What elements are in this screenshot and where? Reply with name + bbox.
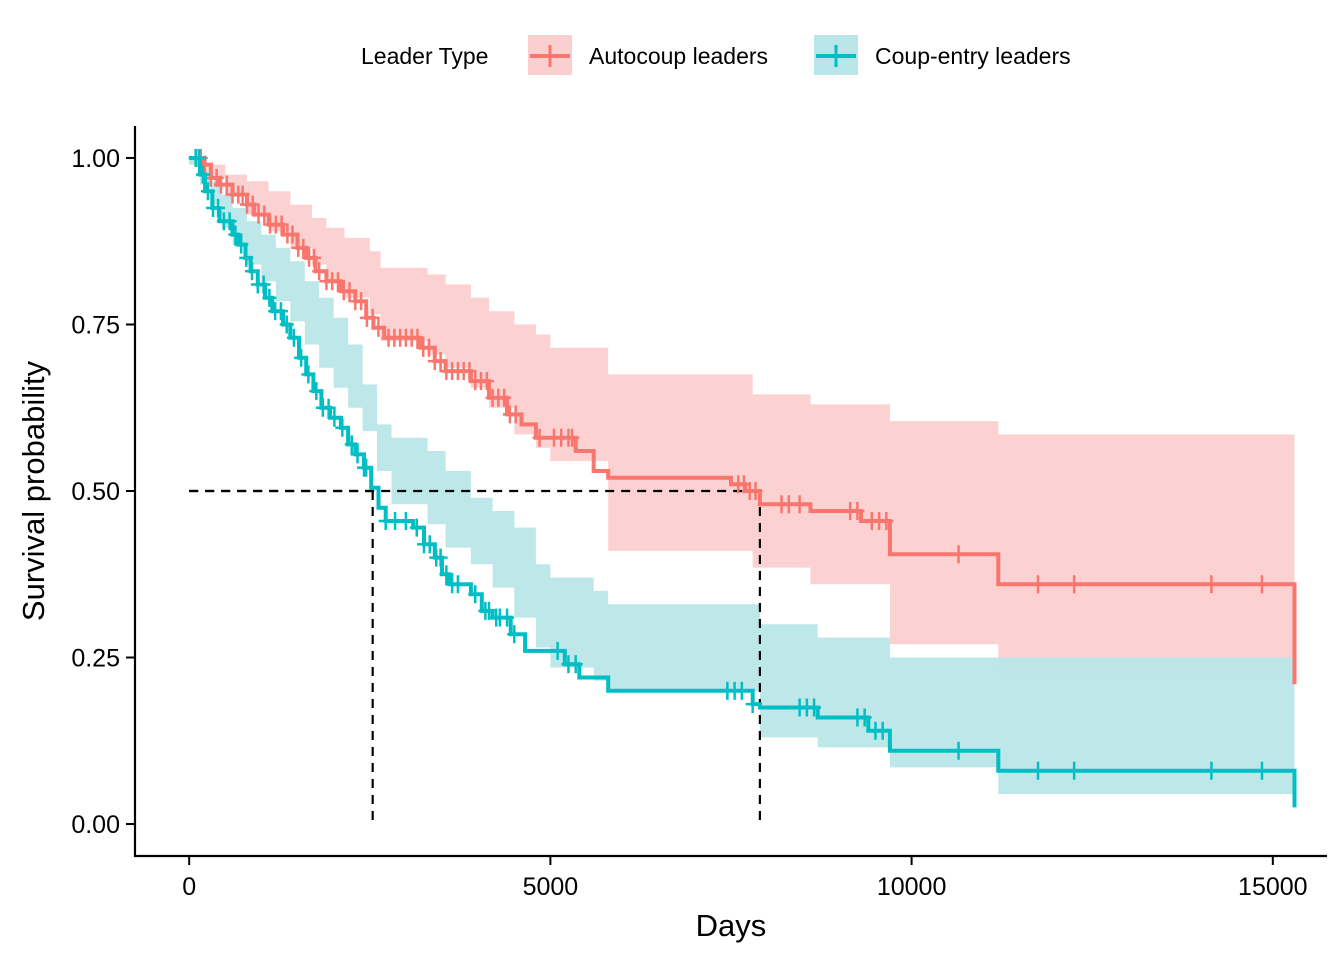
x-tick-label: 10000: [877, 873, 947, 901]
y-tick-label: 0.25: [71, 645, 120, 673]
y-tick-label: 1.00: [71, 145, 120, 173]
legend-label-autocoup: Autocoup leaders: [589, 43, 768, 69]
x-axis-title: Days: [696, 908, 767, 943]
y-axis-title: Survival probability: [16, 360, 51, 621]
confidence-band-1: [189, 158, 1295, 804]
plot-area: [188, 148, 1297, 825]
y-tick-label: 0.50: [71, 478, 120, 506]
y-tick-label: 0.00: [71, 811, 120, 839]
x-tick-label: 0: [182, 873, 196, 901]
x-tick-label: 5000: [523, 873, 579, 901]
y-tick-label: 0.75: [71, 311, 120, 339]
axes: 0 5000 10000 15000 0.00 0.25 0.50 0.75 1.00: [71, 126, 1327, 901]
legend: Leader Type Autocoup leaders Coup-entry …: [361, 35, 1071, 75]
legend-title: Leader Type: [361, 43, 488, 69]
x-tick-label: 15000: [1238, 873, 1308, 901]
confidence-band-0: [189, 158, 1295, 675]
legend-label-coup-entry: Coup-entry leaders: [875, 43, 1071, 69]
